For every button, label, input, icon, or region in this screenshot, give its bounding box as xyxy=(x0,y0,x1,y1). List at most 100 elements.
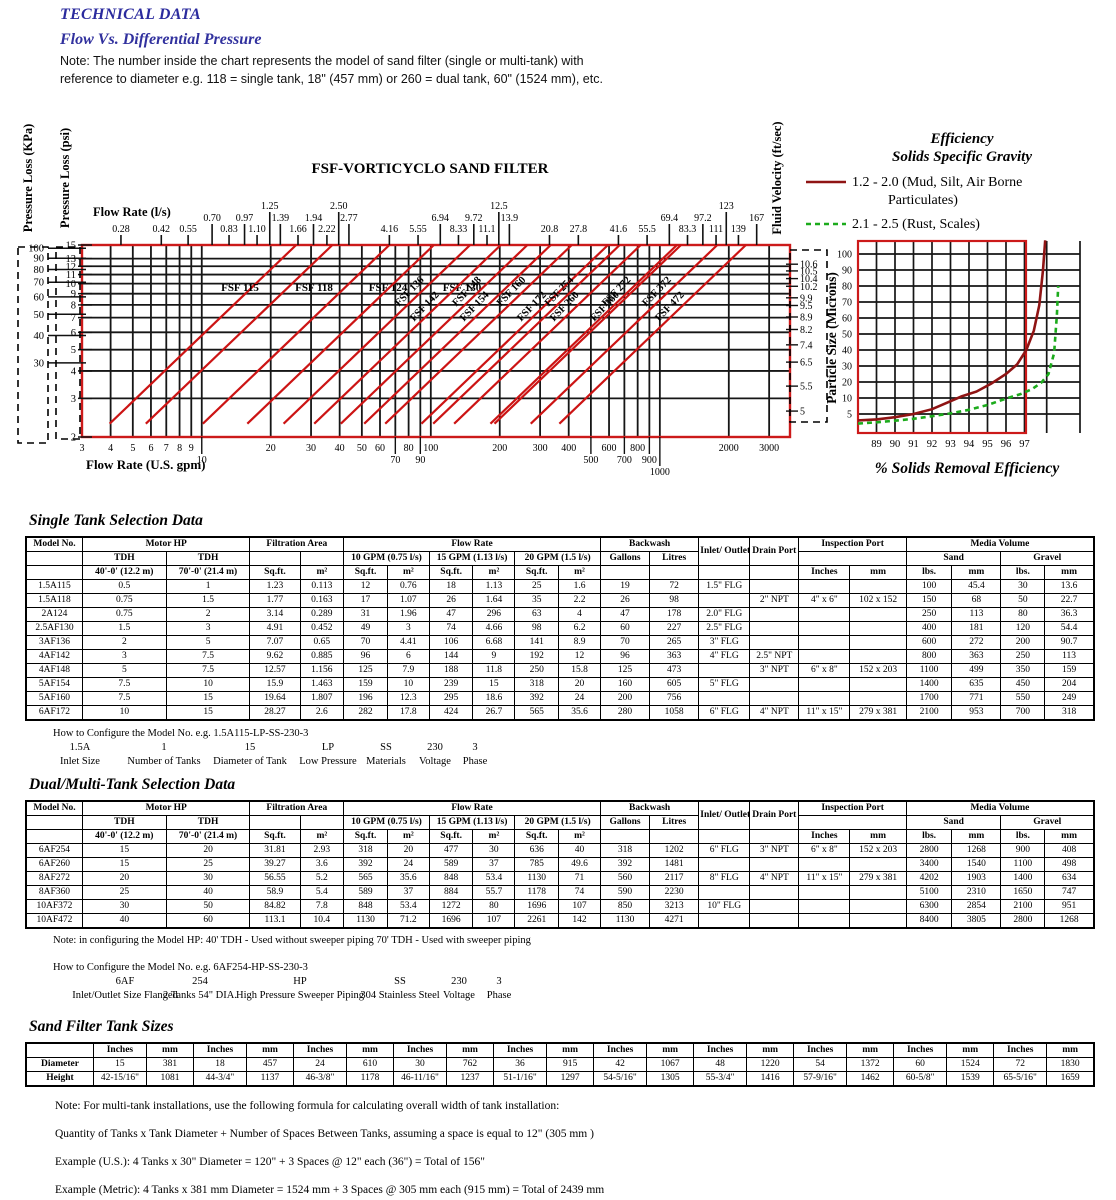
table-row: 6AF260 15 25 39.27 3.6 392 24 589 37 785 49.6 392 14… xyxy=(25,857,1095,872)
velocity-axis: 10.610.510.410.29.99.58.98.2 7.4 6.5 5.5 5 xyxy=(786,260,818,418)
header-cell: Sq.ft. xyxy=(343,565,388,580)
data-cell: 35 xyxy=(514,593,560,608)
data-cell: 565 xyxy=(514,705,560,721)
data-cell: 2800 xyxy=(905,843,953,858)
svg-text:8: 8 xyxy=(177,443,182,454)
svg-text:10: 10 xyxy=(66,279,77,290)
row-header-cell: 5AF160 xyxy=(25,691,83,706)
data-cell: 15.9 xyxy=(249,677,301,692)
header-cell: TDH xyxy=(165,551,251,566)
data-cell xyxy=(798,635,851,650)
flow-grid xyxy=(81,244,790,438)
data-cell: 499 xyxy=(951,663,1002,678)
footnote: Note: For multi-tank installations, use … xyxy=(55,1100,560,1112)
data-cell: 54-5/16" xyxy=(593,1071,648,1087)
header-cell: Inspection Port xyxy=(798,536,907,552)
data-cell: 915 xyxy=(546,1057,595,1072)
data-cell: 610 xyxy=(346,1057,394,1072)
data-cell: 12 xyxy=(343,579,388,594)
table-row: 2.5AF130 1.5 3 4.91 0.452 49 3 74 4.66 98 6.2 60 227… xyxy=(25,621,1095,636)
header-cell: 40'-0' (12.2 m) xyxy=(81,565,167,580)
data-cell: 2100 xyxy=(1000,899,1046,914)
data-cell: 10.4 xyxy=(299,913,345,929)
data-cell: 1830 xyxy=(1046,1057,1095,1072)
data-cell: 5100 xyxy=(905,885,953,900)
data-cell: 1416 xyxy=(746,1071,795,1087)
data-cell xyxy=(849,913,907,929)
svg-text:10.5: 10.5 xyxy=(800,266,818,277)
header-cell: Gallons xyxy=(599,551,651,566)
data-cell: 280 xyxy=(599,705,651,721)
data-cell xyxy=(798,621,851,636)
header-cell: Model No. xyxy=(25,800,83,816)
header-cell: Inspection Port xyxy=(798,800,907,816)
svg-text:15: 15 xyxy=(66,241,77,252)
data-cell: 1 xyxy=(165,579,251,594)
data-cell: 477 xyxy=(428,843,474,858)
dual-tank-heading: Dual/Multi-Tank Selection Data xyxy=(29,776,236,793)
data-cell: 46-3/8" xyxy=(292,1071,348,1087)
data-cell: 44-3/4" xyxy=(192,1071,248,1087)
data-cell: 159 xyxy=(343,677,388,692)
data-cell: 1696 xyxy=(428,913,474,929)
svg-text:600: 600 xyxy=(602,443,617,454)
data-cell: 3.6 xyxy=(299,857,345,872)
data-cell xyxy=(749,899,800,914)
data-cell: 36 xyxy=(493,1057,548,1072)
table-row: Height 42-15/16" 1081 44-3/4" 1137 46-3/8" 117… xyxy=(25,1071,1095,1087)
header-cell: Sq.ft. xyxy=(428,829,474,844)
config-label: Inlet Size xyxy=(60,756,100,768)
data-cell: 125 xyxy=(599,663,651,678)
data-cell xyxy=(849,899,907,914)
header-cell xyxy=(25,551,83,566)
header-cell: TDH xyxy=(81,815,167,830)
data-cell: 848 xyxy=(343,899,388,914)
header-cell: m² xyxy=(558,829,601,844)
data-cell: 589 xyxy=(428,857,474,872)
header-cell xyxy=(299,815,345,830)
data-cell xyxy=(849,635,907,650)
data-cell: 282 xyxy=(343,705,388,721)
data-cell: 196 xyxy=(343,691,388,706)
svg-text:94: 94 xyxy=(964,439,975,450)
data-cell: 318 xyxy=(1044,705,1095,721)
data-cell: 6" FLG xyxy=(698,705,751,721)
header-cell: mm xyxy=(1044,565,1095,580)
data-cell: 1.64 xyxy=(472,593,516,608)
data-cell: 49 xyxy=(343,621,388,636)
data-cell: 178 xyxy=(649,607,700,622)
header-cell: mm xyxy=(951,565,1002,580)
data-cell: 1081 xyxy=(145,1071,194,1087)
svg-text:55.5: 55.5 xyxy=(638,224,656,235)
table-row: 4AF148 5 7.5 12.57 1.156 125 7.9 188 11.8 250 15.8… xyxy=(25,663,1095,678)
data-cell: 1524 xyxy=(946,1057,995,1072)
header-cell xyxy=(599,565,651,580)
data-cell: 7.8 xyxy=(299,899,345,914)
svg-text:300: 300 xyxy=(533,443,548,454)
header-cell: mm xyxy=(846,1042,895,1058)
header-cell: m² xyxy=(386,565,430,580)
data-cell: 1.5" FLG xyxy=(698,579,751,594)
svg-text:1.10: 1.10 xyxy=(248,224,266,235)
svg-text:Pressure Loss (psi): Pressure Loss (psi) xyxy=(58,128,72,228)
data-cell: 40 xyxy=(165,885,251,900)
config-value: SS xyxy=(380,742,392,753)
svg-text:0.70: 0.70 xyxy=(203,213,221,224)
svg-text:11.1: 11.1 xyxy=(478,224,495,235)
data-cell: 457 xyxy=(246,1057,294,1072)
row-header-cell: 4AF142 xyxy=(25,649,83,664)
svg-text:6.94: 6.94 xyxy=(432,213,450,224)
header-cell: 70'-0' (21.4 m) xyxy=(165,829,251,844)
svg-text:13.9: 13.9 xyxy=(501,213,519,224)
data-cell: 239 xyxy=(428,677,474,692)
data-cell: 318 xyxy=(343,843,388,858)
data-cell: 125 xyxy=(343,663,388,678)
svg-text:1000: 1000 xyxy=(650,467,670,478)
header-cell: Filtration Area xyxy=(249,800,345,816)
svg-text:4.16: 4.16 xyxy=(381,224,399,235)
data-cell: 589 xyxy=(343,885,388,900)
svg-text:Flow Rate (l/s): Flow Rate (l/s) xyxy=(93,205,171,219)
data-cell: 1100 xyxy=(1000,857,1046,872)
